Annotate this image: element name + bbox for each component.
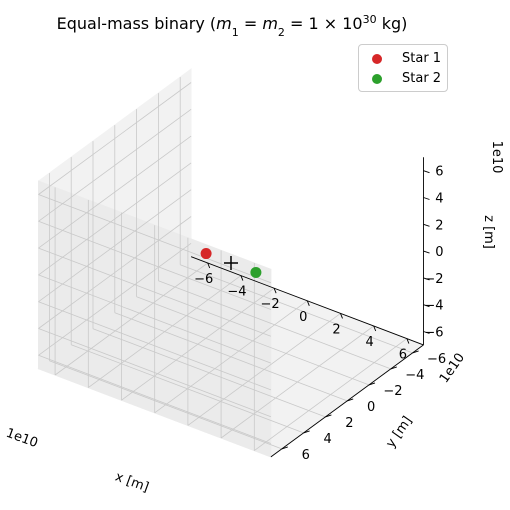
legend-label-star-2: Star 2: [402, 71, 442, 86]
grid-line: [92, 328, 326, 418]
star-1-point: [200, 248, 212, 260]
x-tick: [340, 313, 343, 319]
y-axis-label: y [m]: [383, 414, 415, 451]
grid-line: [38, 82, 192, 195]
y-tick: [303, 430, 310, 434]
grid-lines: [38, 77, 413, 451]
grid-line: [158, 280, 391, 370]
y-tick-label: 2: [345, 416, 353, 431]
star-2-marker-icon: [372, 74, 382, 84]
x-tick: [207, 262, 211, 269]
x-tick: [406, 338, 410, 344]
z-tick-label: −4: [424, 299, 443, 314]
grid-line: [114, 312, 348, 402]
y-tick-label: 6: [302, 448, 310, 463]
x-tick: [240, 275, 244, 281]
legend-label-star-1: Star 1: [402, 51, 442, 66]
x-tick-label: −6: [194, 272, 213, 287]
grid-line: [38, 194, 272, 284]
grid-line: [38, 354, 272, 444]
z-tick-label: −6: [424, 326, 443, 341]
grid-line: [38, 135, 192, 249]
x-tick-label: −4: [227, 285, 246, 300]
grid-line: [38, 216, 192, 329]
grid-line: [38, 247, 272, 337]
x-tick: [273, 288, 277, 294]
z-tick: [423, 170, 430, 174]
grid-line: [38, 162, 192, 276]
z-tick-label: 4: [435, 192, 443, 207]
z-tick-label: −2: [424, 272, 443, 287]
grid-line: [136, 296, 370, 386]
x-tick-label: −2: [261, 297, 280, 312]
y-tick: [347, 398, 354, 402]
x-tick: [373, 325, 377, 332]
data-points: [200, 248, 262, 278]
grid-line: [38, 220, 272, 310]
x-tick-label: 6: [399, 348, 407, 363]
grid-line: [38, 108, 192, 222]
y-tick: [390, 366, 397, 370]
chart-title: Equal-mass binary (m1 = m2 = 1 × 1030 kg…: [57, 13, 408, 39]
grid-line: [38, 301, 272, 391]
z-tick: [423, 223, 430, 227]
x-offset-label: 1e10: [4, 426, 40, 451]
y-tick-label: 4: [323, 432, 331, 447]
z-tick: [423, 331, 430, 334]
grid-line: [71, 344, 304, 434]
grid-line: [180, 264, 413, 354]
z-tick: [423, 304, 430, 308]
star-1-marker-icon: [372, 54, 382, 64]
grid-line: [38, 328, 272, 418]
x-tick: [306, 300, 310, 306]
y-tick-label: −2: [383, 384, 402, 399]
grid-line: [38, 189, 192, 303]
y-tick-label: −4: [405, 368, 424, 383]
y-tick-label: −6: [427, 352, 446, 367]
x-axis-label: x [m]: [113, 469, 151, 495]
y-tick: [281, 446, 288, 450]
z-tick: [423, 250, 430, 254]
z-tick-label: 6: [435, 165, 443, 180]
z-tick-label: 0: [435, 245, 443, 260]
star-2-point: [250, 266, 262, 278]
grid-line: [49, 360, 282, 450]
x-tick-label: 2: [332, 322, 340, 337]
grid-line: [38, 242, 192, 356]
z-offset-label: 1e10: [489, 141, 504, 174]
z-tick: [423, 277, 430, 281]
y-tick-label: 0: [367, 400, 375, 415]
y-tick: [412, 350, 419, 354]
y-tick: [325, 414, 332, 418]
z-axis-label: z [m]: [481, 215, 496, 249]
x-tick-label: 4: [366, 335, 374, 350]
z-tick: [423, 197, 430, 200]
y-tick: [368, 382, 376, 386]
legend: Star 1 Star 2: [358, 44, 448, 92]
x-tick-label: 0: [299, 310, 307, 325]
grid-line: [38, 274, 272, 364]
z-tick-label: 2: [435, 218, 443, 233]
